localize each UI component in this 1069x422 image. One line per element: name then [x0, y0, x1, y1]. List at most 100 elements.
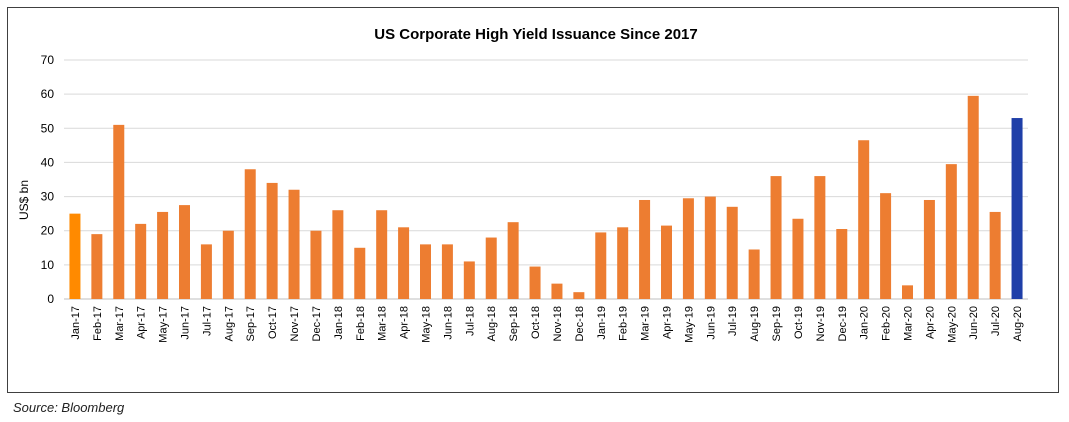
- chart-title: US Corporate High Yield Issuance Since 2…: [374, 26, 697, 43]
- bar-apr-19: [661, 225, 672, 299]
- bar-aug-18: [485, 237, 497, 299]
- bar-aug-17: [222, 230, 234, 299]
- x-tick-label: Jun-20: [968, 306, 980, 340]
- bar-dec-19: [836, 229, 848, 299]
- y-tick-label: 0: [47, 292, 54, 306]
- x-tick-label: Dec-17: [311, 306, 323, 341]
- x-tick-label: Sep-17: [245, 306, 257, 341]
- x-tick-label: Sep-19: [771, 306, 783, 341]
- x-tick-label: Mar-20: [903, 306, 915, 341]
- x-tick-label: Oct-19: [793, 306, 805, 339]
- y-tick-label: 60: [41, 87, 55, 101]
- bar-aug-20: [1011, 118, 1023, 300]
- x-tick-label: Mar-17: [114, 306, 126, 341]
- bar-jul-20: [989, 211, 1001, 299]
- y-axis-ticks: 0 10 20 30 40 50 60 70: [41, 53, 55, 306]
- bar-jun-20: [967, 95, 979, 299]
- x-tick-label: Sep-18: [508, 306, 520, 341]
- source-note: Source: Bloomberg: [13, 400, 125, 415]
- x-tick-label: May-18: [421, 306, 433, 343]
- x-tick-label: Nov-17: [289, 306, 301, 341]
- x-tick-label: Feb-18: [355, 306, 367, 341]
- bar-nov-18: [551, 283, 563, 299]
- bar-oct-17: [266, 182, 278, 299]
- bar-feb-19: [617, 227, 629, 299]
- x-tick-label: Feb-20: [881, 306, 893, 341]
- x-tick-label: Aug-20: [1012, 306, 1024, 341]
- bar-jun-18: [441, 244, 453, 299]
- bar-feb-17: [91, 234, 103, 299]
- bar-nov-17: [288, 189, 300, 299]
- bar-jan-19: [595, 232, 607, 299]
- bar-jan-18: [332, 210, 344, 299]
- x-tick-label: Jan-19: [596, 306, 608, 340]
- bar-apr-17: [135, 223, 147, 299]
- bar-mar-17: [113, 124, 125, 299]
- x-tick-label: Feb-19: [618, 306, 630, 341]
- x-tick-label: Oct-18: [530, 306, 542, 339]
- bar-jun-17: [179, 205, 190, 299]
- x-tick-label: Aug-19: [749, 306, 761, 341]
- x-tick-label: May-19: [683, 306, 695, 343]
- bar-aug-19: [748, 249, 760, 299]
- x-tick-label: Apr-17: [136, 306, 148, 339]
- x-tick-label: Jul-18: [464, 306, 476, 336]
- x-tick-label: Apr-20: [924, 306, 936, 339]
- bar-may-18: [420, 244, 431, 299]
- x-tick-label: Nov-18: [552, 306, 564, 341]
- y-tick-label: 30: [41, 190, 55, 204]
- x-tick-label: Jul-20: [990, 306, 1002, 336]
- bar-nov-19: [814, 176, 826, 299]
- chart-frame: US Corporate High Yield Issuance Since 2…: [7, 7, 1059, 393]
- bar-mar-18: [376, 210, 388, 299]
- x-tick-label: Apr-18: [399, 306, 411, 339]
- y-tick-label: 40: [41, 155, 55, 169]
- bar-jul-19: [726, 206, 738, 299]
- bar-jul-18: [463, 261, 475, 299]
- bar-sep-17: [244, 169, 256, 299]
- bar-apr-18: [398, 227, 410, 299]
- bar-sep-18: [507, 222, 519, 299]
- bar-oct-19: [792, 218, 804, 299]
- bar-mar-19: [639, 199, 651, 299]
- bar-apr-20: [923, 199, 935, 299]
- x-tick-label: Jun-18: [442, 306, 454, 340]
- bar-jun-19: [704, 196, 716, 299]
- bar-chart: US Corporate High Yield Issuance Since 2…: [17, 26, 1028, 343]
- bar-jan-20: [858, 140, 870, 299]
- bar-jan-17: [69, 213, 81, 299]
- bar-dec-18: [573, 292, 585, 299]
- bar-oct-18: [529, 266, 541, 299]
- bar-feb-20: [880, 193, 892, 299]
- x-tick-label: Aug-18: [486, 306, 498, 341]
- x-tick-label: Dec-18: [574, 306, 586, 341]
- x-tick-label: Mar-18: [377, 306, 389, 341]
- x-tick-label: Feb-17: [92, 306, 104, 341]
- y-axis-label: US$ bn: [17, 180, 31, 220]
- x-tick-label: Apr-19: [662, 306, 674, 339]
- y-tick-label: 10: [41, 258, 55, 272]
- x-tick-label: Jun-17: [180, 306, 192, 340]
- x-tick-label: Jun-19: [705, 306, 717, 340]
- x-tick-label: Aug-17: [223, 306, 235, 341]
- y-tick-label: 50: [41, 121, 55, 135]
- x-tick-label: Jan-20: [859, 306, 871, 340]
- bar-may-19: [682, 198, 694, 299]
- y-tick-label: 70: [41, 53, 55, 67]
- x-tick-label: Mar-19: [640, 306, 652, 341]
- x-tick-label: Jul-19: [727, 306, 739, 336]
- bar-dec-17: [310, 230, 322, 299]
- x-tick-label: Jan-17: [70, 306, 82, 340]
- bar-may-17: [157, 211, 169, 299]
- bar-may-20: [945, 164, 957, 299]
- bar-jul-17: [200, 244, 212, 299]
- bar-feb-18: [354, 247, 366, 299]
- bar-sep-19: [770, 176, 782, 299]
- y-tick-label: 20: [41, 224, 55, 238]
- x-tick-label: Oct-17: [267, 306, 279, 339]
- x-tick-label: May-17: [158, 306, 170, 343]
- x-tick-label: Jul-17: [201, 306, 213, 336]
- x-tick-label: Jan-18: [333, 306, 345, 340]
- x-tick-label: May-20: [946, 306, 958, 343]
- x-tick-label: Dec-19: [837, 306, 849, 341]
